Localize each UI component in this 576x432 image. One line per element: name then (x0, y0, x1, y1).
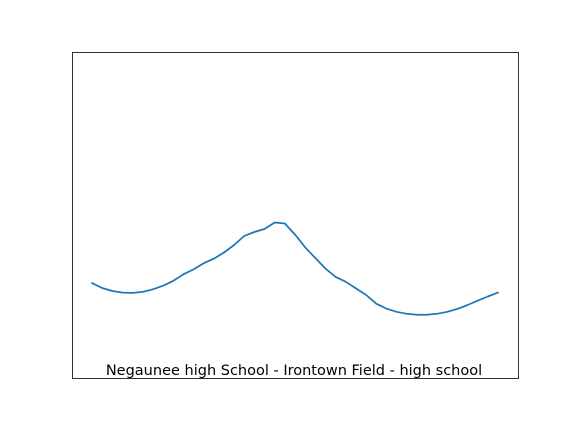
series-line (91, 221, 499, 316)
chart-annotation: Negaunee high School - Irontown Field - … (106, 363, 482, 379)
plot-area (72, 52, 519, 379)
